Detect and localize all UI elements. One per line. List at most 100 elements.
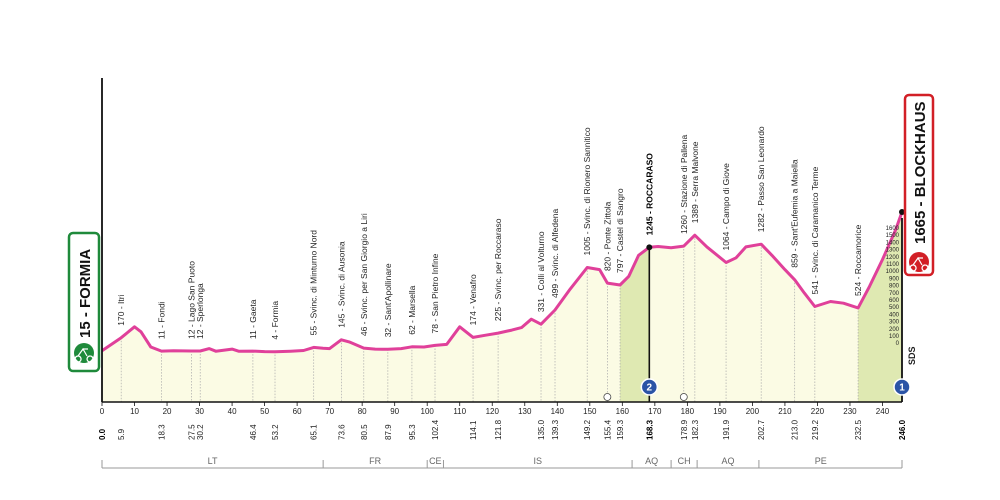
km-marker-label-4: 27.5 [187, 424, 196, 440]
km-marker-label-5: 30.2 [196, 424, 205, 440]
waypoint-label-17: 1005 - Svinc. di Rionero Sannitico [582, 127, 592, 255]
climb-fill-1 [620, 247, 650, 402]
altitude-scale-label-3: 1400 [886, 240, 900, 246]
altitude-scale-label-16: 100 [889, 334, 900, 340]
x-tick-label-80: 80 [358, 407, 367, 416]
km-marker-label-22: 178.9 [680, 419, 689, 440]
region-label-3: CE [429, 456, 442, 466]
finish-badge: 1665 - BLOCKHAUS [903, 93, 935, 277]
waypoint-label-27: 524 - Roccamorice [853, 224, 863, 296]
km-marker-label-17: 139.3 [551, 419, 560, 440]
waypoint-label-26: 541 - Svinc. di Caramanico Terme [810, 166, 820, 294]
km-marker-label-29: 246.0 [898, 419, 907, 440]
waypoint-label-24: 1282 - Passo San Leonardo [756, 126, 766, 232]
altitude-scale-label-14: 300 [889, 320, 900, 326]
waypoint-label-7: 55 - Svinc. di Minturno Nord [309, 230, 319, 336]
cycling-finish-icon-glyph [909, 256, 929, 272]
profile-line [101, 211, 904, 354]
altitude-scale-label-1: 1600 [886, 226, 900, 232]
profile-line-group [101, 209, 905, 354]
x-tick-label-20: 20 [163, 407, 172, 416]
waypoint-label-14: 225 - Svinc. per Roccaraso [493, 218, 503, 321]
x-tick-label-150: 150 [583, 407, 597, 416]
x-tick-label-140: 140 [551, 407, 565, 416]
x-tick-label-190: 190 [713, 407, 727, 416]
axes [101, 78, 903, 403]
x-tick-label-100: 100 [421, 407, 435, 416]
x-tick-label-130: 130 [518, 407, 532, 416]
waypoint-label-10: 32 - Sant'Apollinare [383, 263, 393, 337]
waypoint-label-3: 12 - Lago San Puoto [186, 261, 196, 339]
x-tick-label-90: 90 [390, 407, 399, 416]
profile-fills [102, 212, 902, 402]
x-tick-label-60: 60 [293, 407, 302, 416]
km-marker-label-10: 80.5 [360, 424, 369, 440]
altitude-scale-label-12: 500 [889, 305, 900, 311]
x-tick-label-230: 230 [843, 407, 857, 416]
x-tick-label-0: 0 [100, 407, 105, 416]
cycling-start-icon-glyph [74, 347, 94, 363]
km-marker-labels: 0.0 5.9 18.3 27.5 30.2 46.4 53.2 65.1 73.6 80.5 87… [98, 419, 907, 440]
altitude-scale-label-15: 200 [889, 327, 900, 333]
altitude-scale-label-5: 1200 [886, 255, 900, 261]
waypoint-label-18: 820 - Ponte Zittola [602, 201, 612, 271]
altitude-scale-label-8: 900 [889, 276, 900, 282]
km-marker-label-28: 232.5 [854, 419, 863, 440]
x-tick-label-200: 200 [746, 407, 760, 416]
waypoint-label-16: 499 - Svinc. di Alfedena [550, 208, 560, 298]
finish-label: 1665 - BLOCKHAUS [912, 101, 929, 244]
waypoint-labels: 170 - Itri 11 - Fondi 12 - Lago San Puoto1… [116, 126, 863, 340]
altitude-scale-label-17: 0 [896, 341, 900, 347]
kom-marker-2 [893, 378, 911, 396]
finish-marker-text: SDS [907, 346, 917, 365]
altitude-scale-label-9: 800 [889, 284, 900, 290]
region-label-8: PE [815, 456, 827, 466]
waypoint-label-23: 1064 - Campo di Giove [721, 163, 731, 251]
altitude-scale-label-7: 1000 [886, 269, 900, 275]
altitude-scale-label-2: 1500 [886, 233, 900, 239]
waypoint-label-4: 12 - Sperlonga [195, 283, 205, 339]
km-marker-label-11: 87.9 [384, 424, 393, 440]
start-label: 15 - FORMIA [77, 249, 94, 338]
start-badge-frame [67, 231, 101, 373]
km-marker-label-7: 53.2 [271, 424, 280, 440]
waypoint-label-2: 11 - Fondi [157, 301, 167, 339]
km-marker-label-1: 0.0 [98, 428, 107, 440]
x-tick-label-70: 70 [325, 407, 334, 416]
roccaraso-dot [646, 244, 653, 251]
waypoint-label-21: 1260 - Stazione di Pallena [679, 135, 689, 235]
region-label-6: CH [678, 456, 691, 466]
km-marker-label-6: 46.4 [249, 424, 258, 440]
km-marker-label-21: 168.3 [645, 419, 654, 440]
km-marker-label-19: 155.4 [603, 419, 612, 440]
km-marker-label-15: 121.8 [494, 419, 503, 440]
waypoint-label-5: 11 - Gaeta [248, 299, 258, 339]
altitude-scale-label-6: 1100 [886, 262, 900, 268]
km-marker-label-16: 135.0 [537, 419, 546, 440]
x-axis-ticks: 0 10 20 30 40 50 60 70 80 90 100 110 120 130 140 150 160… [100, 402, 890, 416]
cycling-finish-icon [909, 252, 929, 272]
x-tick-label-170: 170 [648, 407, 662, 416]
start-badge: 15 - FORMIA [67, 231, 101, 373]
km-marker-label-24: 191.9 [722, 419, 731, 440]
x-tick-label-240: 240 [876, 407, 890, 416]
x-tick-label-180: 180 [681, 407, 695, 416]
altitude-scale-label-10: 700 [889, 291, 900, 297]
climb-fill-2 [858, 212, 902, 402]
km-marker-label-18: 149.2 [583, 419, 592, 440]
region-label-7: AQ [722, 456, 735, 466]
waypoint-label-22: 1389 - Serra Malvone [690, 141, 700, 223]
bonus-marker-2 [679, 393, 688, 401]
waypoint-label-11: 62 - Marsella [407, 285, 417, 334]
kom-marker-1 [640, 378, 659, 396]
finish-dot [899, 209, 905, 215]
km-marker-label-9: 73.6 [337, 424, 346, 440]
waypoint-label-13: 174 - Venafro [468, 274, 478, 325]
kom-category-1: 2 [647, 383, 653, 394]
x-tick-label-210: 210 [778, 407, 792, 416]
waypoint-label-8: 145 - Svinc. di Ausonia [336, 241, 346, 328]
km-marker-label-8: 65.1 [310, 424, 319, 440]
x-tick-label-160: 160 [616, 407, 630, 416]
